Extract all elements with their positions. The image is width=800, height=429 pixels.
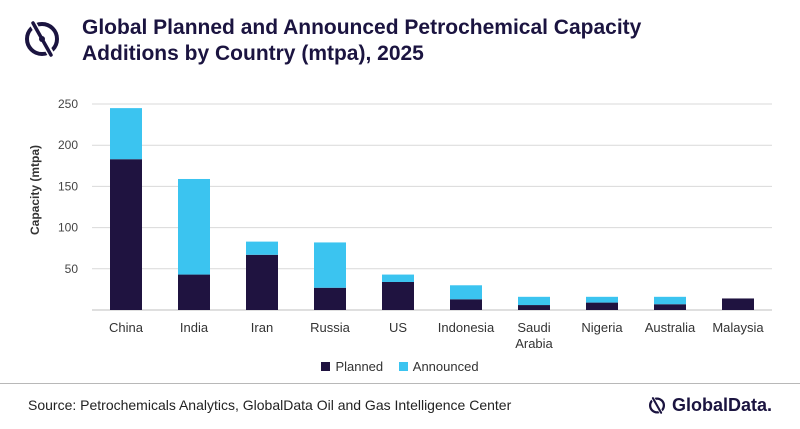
bar-announced-nigeria bbox=[586, 296, 618, 303]
source-note: Source: Petrochemicals Analytics, Global… bbox=[28, 397, 512, 413]
bar-planned-malaysia bbox=[722, 298, 754, 310]
globaldata-brand-icon bbox=[648, 396, 665, 415]
bar-announced-russia bbox=[314, 242, 346, 288]
bar-planned-russia bbox=[314, 287, 346, 310]
chart-title: Global Planned and Announced Petrochemic… bbox=[82, 16, 642, 65]
legend-label-planned: Planned bbox=[335, 359, 384, 374]
bar-announced-indonesia bbox=[450, 285, 482, 300]
footer-divider bbox=[0, 383, 800, 384]
x-tick-label-iran: Iran bbox=[251, 320, 273, 335]
y-axis-label: Capacity (mtpa) bbox=[28, 144, 42, 236]
bar-planned-india bbox=[178, 274, 210, 310]
bar-announced-australia bbox=[654, 296, 686, 305]
y-tick-label-150: 150 bbox=[58, 179, 78, 193]
bar-planned-nigeria bbox=[586, 302, 618, 310]
globaldata-logo-icon bbox=[25, 20, 59, 58]
bar-planned-china bbox=[110, 159, 142, 310]
bar-planned-iran bbox=[246, 254, 278, 310]
bar-announced-china bbox=[110, 108, 142, 160]
bar-planned-us bbox=[382, 281, 414, 310]
legend-swatch-planned bbox=[321, 362, 331, 371]
x-tick-label-russia: Russia bbox=[310, 320, 351, 335]
bar-planned-australia bbox=[654, 304, 686, 310]
x-tick-label-indonesia: Indonesia bbox=[438, 320, 495, 335]
brand-logo: GlobalData. bbox=[646, 394, 772, 416]
y-tick-label-100: 100 bbox=[58, 221, 78, 235]
legend-label-announced: Announced bbox=[412, 359, 479, 374]
legend-item-announced: Announced bbox=[398, 359, 479, 374]
legend: Planned Announced bbox=[0, 359, 800, 374]
bar-announced-us bbox=[382, 274, 414, 282]
bar-announced-saudi-arabia bbox=[518, 296, 550, 306]
bar-announced-iran bbox=[246, 241, 278, 255]
x-tick-label-nigeria: Nigeria bbox=[581, 320, 623, 335]
x-tick-label-saudi-arabia: Saudi bbox=[517, 320, 550, 335]
bar-planned-saudi-arabia bbox=[518, 305, 550, 310]
bar-announced-india bbox=[178, 178, 210, 275]
x-tick-label-india: India bbox=[180, 320, 209, 335]
y-tick-label-50: 50 bbox=[65, 262, 79, 276]
x-tick-label-australia: Australia bbox=[645, 320, 696, 335]
legend-item-planned: Planned bbox=[321, 359, 383, 374]
x-tick-label-china: China bbox=[109, 320, 144, 335]
y-tick-label-200: 200 bbox=[58, 138, 78, 152]
x-tick-label-malaysia: Malaysia bbox=[712, 320, 764, 335]
x-tick-label-us: US bbox=[389, 320, 407, 335]
y-tick-label-250: 250 bbox=[58, 97, 78, 111]
bar-planned-indonesia bbox=[450, 299, 482, 310]
brand-name: GlobalData. bbox=[671, 394, 772, 415]
x-tick-label-saudi-arabia-line2: Arabia bbox=[515, 336, 553, 351]
legend-swatch-announced bbox=[398, 362, 408, 371]
